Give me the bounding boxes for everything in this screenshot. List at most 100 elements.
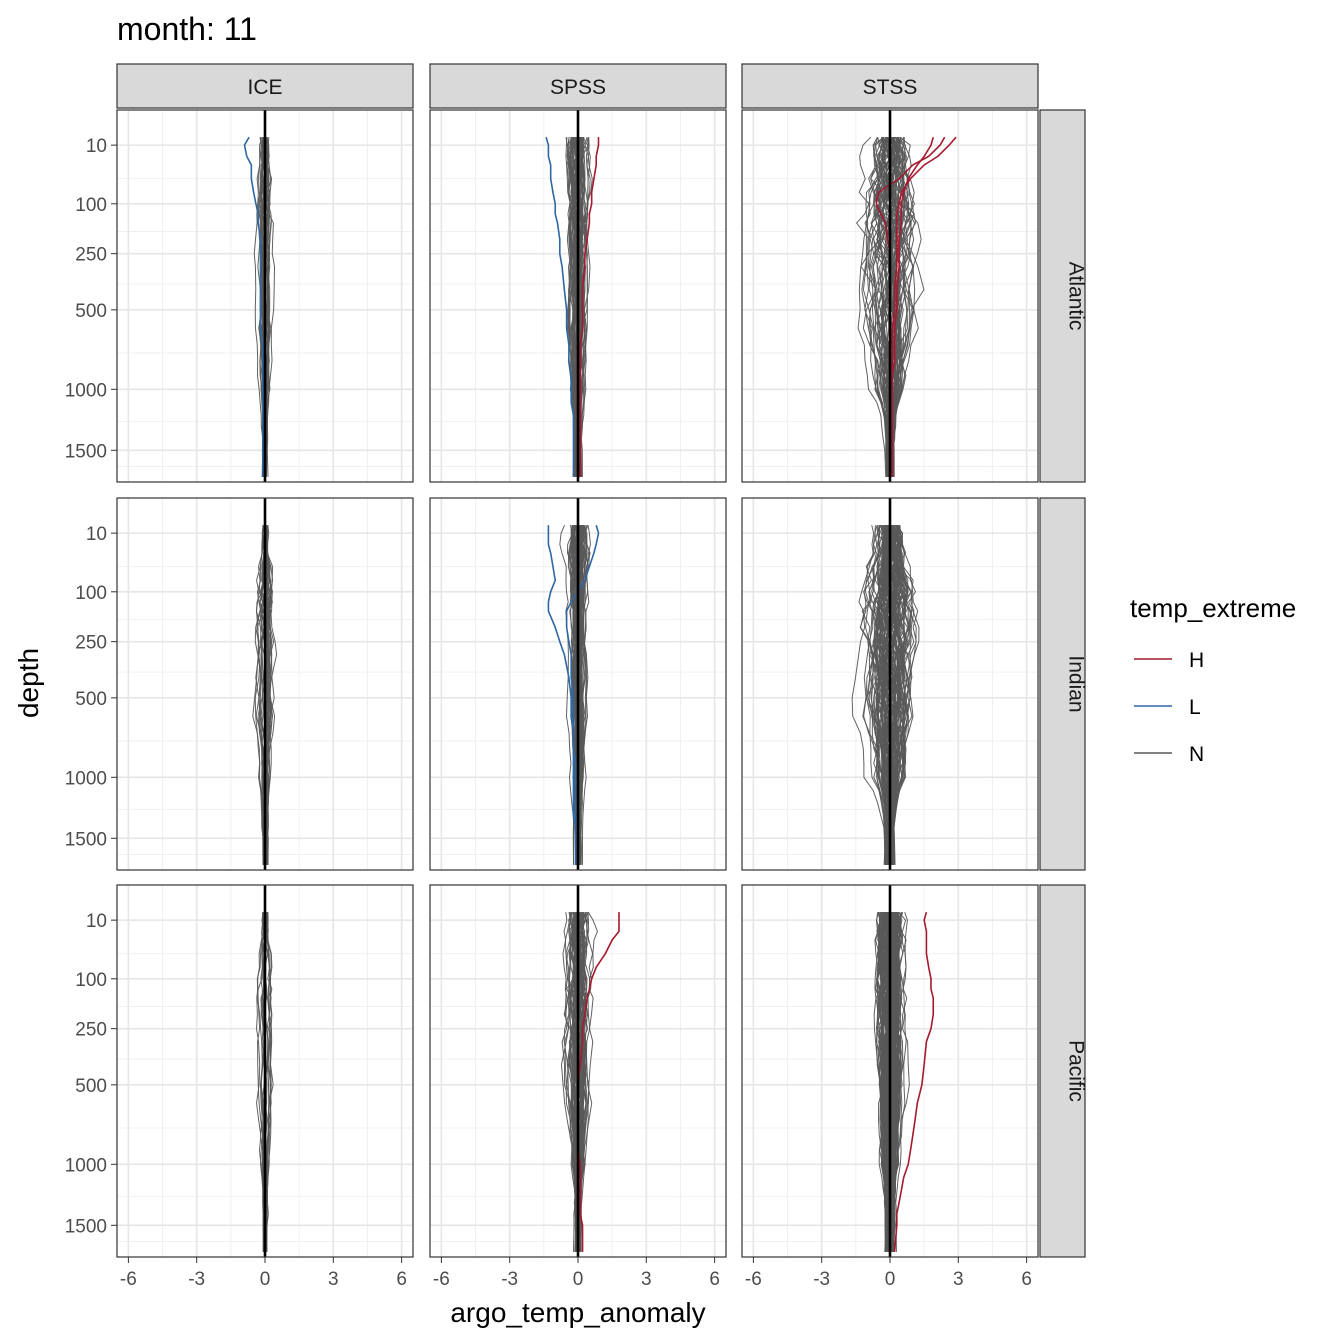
profile-line-h [893,911,935,1252]
panel-indian-spss [429,497,727,871]
y-tick-label: 10 [86,524,107,545]
panel-pacific-spss [429,884,727,1258]
profile-line-n [855,136,887,477]
profile-line-n [889,525,912,865]
panel-atlantic-stss [741,109,1039,483]
y-tick-label: 500 [75,689,107,710]
panel-atlantic-spss [429,109,727,483]
profile-line-n [265,137,271,477]
panel-border [116,497,414,871]
profile-line-h [891,136,935,477]
facet-row-label: Pacific [1065,1040,1088,1102]
panel-border [741,109,1039,483]
panel-indian-stss [741,497,1039,871]
profile-line-n [254,525,265,865]
profile-line-n [895,912,910,1252]
profile-line-n [892,912,904,1252]
legend-label: H [1189,649,1204,672]
panel-pacific-ice [116,884,414,1258]
profile-line-n [890,911,903,1252]
x-tick-label: -6 [745,1269,762,1290]
profile-line-n [563,912,578,1252]
y-tick-label: 250 [75,245,107,266]
facet-strip-atlantic: Atlantic [1039,109,1088,483]
facet-grid: ICE SPSS STSSAtlanticIndianPacific10100250… [65,63,1088,1290]
facet-strip-spss: SPSS [429,63,727,109]
y-tick-label: 250 [75,1020,107,1041]
panel-indian-ice [116,497,414,871]
x-tick-label: -3 [188,1269,205,1290]
x-tick-label: 0 [885,1269,896,1290]
y-tick-label: 10 [86,136,107,157]
y-tick-label: 100 [75,583,107,604]
facet-col-label: SPSS [550,76,606,99]
x-tick-label: 3 [328,1269,339,1290]
profile-line-n [580,137,593,477]
facet-col-label: ICE [247,76,282,99]
x-tick-label: -6 [433,1269,450,1290]
profile-line-h [579,137,600,477]
panel-border [429,109,727,483]
legend: temp_extreme H L N [1130,593,1296,766]
y-tick-label: 500 [75,1076,107,1097]
legend-item-l: L [1134,696,1201,719]
x-tick-label: 3 [953,1269,964,1290]
facet-strip-pacific: Pacific [1039,884,1088,1258]
profile-line-n [264,525,272,865]
y-tick-label: 100 [75,195,107,216]
x-tick-label: 6 [1021,1269,1032,1290]
y-tick-label: 1000 [65,380,107,401]
panel-border [116,884,414,1258]
panel-border [741,884,1039,1258]
legend-label: L [1189,696,1201,719]
y-tick-label: 100 [75,970,107,991]
panel-border [116,109,414,483]
profile-line-n [892,525,912,865]
y-tick-label: 10 [86,911,107,932]
y-tick-label: 250 [75,633,107,654]
profile-line-n [264,137,272,477]
chart-title: month: 11 [117,11,257,47]
profile-line-n [892,524,915,865]
facet-strip-ice: ICE [116,63,414,109]
x-tick-label: 0 [260,1269,271,1290]
y-tick-label: 1500 [65,441,107,462]
profile-line-n [569,136,578,477]
facet-strip-indian: Indian [1039,497,1088,871]
profile-line-l [565,524,600,865]
x-tick-label: -6 [120,1269,137,1290]
x-tick-label: 6 [709,1269,720,1290]
y-axis-title: depth [13,648,44,718]
x-tick-label: -3 [813,1269,830,1290]
x-tick-label: 3 [641,1269,652,1290]
panel-border [429,497,727,871]
profile-line-n [579,525,589,865]
profile-line-n [570,137,579,477]
legend-item-h: H [1134,649,1204,672]
x-tick-label: -3 [501,1269,518,1290]
profile-line-n [891,912,908,1252]
profile-line-n [253,137,264,477]
profile-line-l [243,136,264,477]
profile-line-l [545,136,575,477]
profile-line-l [547,525,577,865]
y-tick-label: 1000 [65,768,107,789]
profile-line-n [265,912,273,1252]
panel-border [741,497,1039,871]
profile-line-n [851,525,886,865]
y-tick-label: 1000 [65,1155,107,1176]
profile-line-h [577,912,620,1252]
profile-line-n [876,525,891,865]
profile-line-n [867,137,888,477]
facet-row-label: Indian [1065,655,1088,712]
y-tick-label: 500 [75,301,107,322]
profile-line-n [579,137,591,477]
y-tick-label: 1500 [65,829,107,850]
profile-line-n [578,525,585,865]
profile-line-n [891,524,909,865]
legend-title: temp_extreme [1130,593,1296,623]
profile-line-n [579,911,598,1252]
legend-label: N [1189,743,1204,766]
profile-line-n [875,912,889,1252]
